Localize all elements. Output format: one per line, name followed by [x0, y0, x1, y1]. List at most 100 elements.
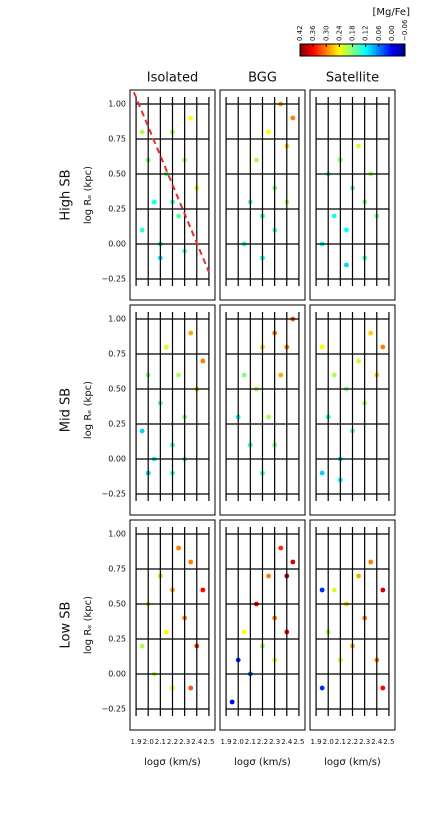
y-tick-label: 0.75: [108, 565, 126, 574]
point: [331, 213, 337, 219]
colorbar-segment: [363, 44, 367, 56]
x-tick-label: 2.5: [383, 738, 394, 746]
colorbar-segment: [336, 44, 340, 56]
point: [266, 573, 271, 579]
colorbar-segment: [389, 44, 393, 56]
colorbar-tick-label: 0.30: [322, 25, 330, 41]
y-tick-label: 0.50: [108, 600, 126, 609]
point: [200, 358, 206, 364]
colorbar-segment: [391, 44, 395, 56]
colorbar-segment: [399, 44, 403, 56]
colorbar-segment: [313, 44, 317, 56]
point: [176, 545, 181, 551]
panel-frame: [309, 304, 396, 516]
y-tick-label: 0.25: [108, 205, 126, 214]
row-label: Mid SB: [59, 388, 74, 432]
y-tick-label: 0.00: [108, 455, 126, 464]
point: [319, 587, 325, 593]
colorbar-segment: [365, 44, 369, 56]
point: [188, 330, 194, 336]
panel: [225, 312, 300, 501]
point: [229, 699, 235, 705]
panel: [225, 97, 300, 286]
x-tick-label: 2.0: [323, 738, 334, 746]
x-tick-label: 2.5: [293, 738, 304, 746]
x-tick-label: 2.1: [155, 738, 166, 746]
colorbar-segment: [326, 44, 330, 56]
point: [319, 344, 325, 350]
colorbar-segment: [378, 44, 382, 56]
panel: [315, 527, 390, 716]
point: [200, 587, 206, 593]
x-tick-label: 2.1: [335, 738, 346, 746]
point: [290, 559, 296, 565]
point: [380, 587, 386, 593]
point: [188, 115, 194, 121]
y-tick-label: 1.00: [108, 315, 126, 324]
x-axis-label: logσ (km/s): [234, 757, 291, 768]
point: [176, 213, 181, 219]
colorbar-segment: [360, 44, 364, 56]
y-tick-label: 0.00: [108, 240, 126, 249]
y-tick-label: 0.25: [108, 420, 126, 429]
colorbar-segment: [376, 44, 380, 56]
point: [278, 545, 284, 551]
point: [241, 372, 247, 378]
x-tick-label: 2.4: [281, 738, 293, 746]
point: [290, 115, 296, 121]
x-tick-label: 2.2: [257, 738, 268, 746]
colorbar-segment: [344, 44, 348, 56]
colorbar-tick-label: 0.42: [296, 25, 304, 41]
point: [368, 330, 374, 336]
colorbar-segment: [307, 44, 311, 56]
y-tick-label: 0.50: [108, 170, 126, 179]
colorbar-segment: [386, 44, 390, 56]
panel-frame: [129, 519, 216, 731]
point: [319, 685, 325, 691]
colorbar-segment: [339, 44, 343, 56]
y-tick-label: 1.00: [108, 530, 126, 539]
colorbar-label: [Mg/Fe]: [372, 7, 410, 18]
colorbar-segment: [370, 44, 374, 56]
colorbar-segment: [347, 44, 351, 56]
point: [188, 559, 194, 565]
point: [331, 587, 337, 593]
y-tick-label: −0.25: [101, 705, 126, 714]
panel-frame: [309, 519, 396, 731]
colorbar-segment: [305, 44, 309, 56]
x-tick-label: 1.9: [131, 738, 142, 746]
x-tick-label: 2.3: [269, 738, 280, 746]
x-tick-label: 1.9: [221, 738, 232, 746]
colorbar-segment: [342, 44, 346, 56]
y-axis-label: log Rₑ (kpc): [83, 381, 94, 439]
reference-line: [131, 90, 210, 273]
x-tick-label: 2.4: [191, 738, 203, 746]
colorbar-tick-label: 0.00: [388, 25, 396, 41]
point: [254, 157, 259, 163]
x-tick-label: 2.3: [179, 738, 190, 746]
x-tick-label: 2.2: [347, 738, 358, 746]
point: [331, 372, 337, 378]
column-title: BGG: [248, 71, 277, 86]
colorbar-segment: [357, 44, 361, 56]
panel: [131, 90, 210, 286]
point: [380, 685, 386, 691]
row-label: Low SB: [59, 602, 74, 649]
y-tick-label: 0.00: [108, 670, 126, 679]
x-axis-label: logσ (km/s): [144, 757, 201, 768]
colorbar-segment: [318, 44, 322, 56]
point: [278, 372, 284, 378]
panel: [315, 312, 390, 501]
column-title: Isolated: [147, 71, 199, 86]
colorbar-segment: [368, 44, 372, 56]
colorbar-segment: [355, 44, 359, 56]
colorbar-segment: [373, 44, 377, 56]
colorbar-segment: [331, 44, 335, 56]
panel: [225, 527, 300, 716]
point: [241, 629, 247, 635]
colorbar-segment: [310, 44, 314, 56]
colorbar-segment: [349, 44, 353, 56]
point: [344, 227, 349, 233]
point: [344, 262, 349, 268]
